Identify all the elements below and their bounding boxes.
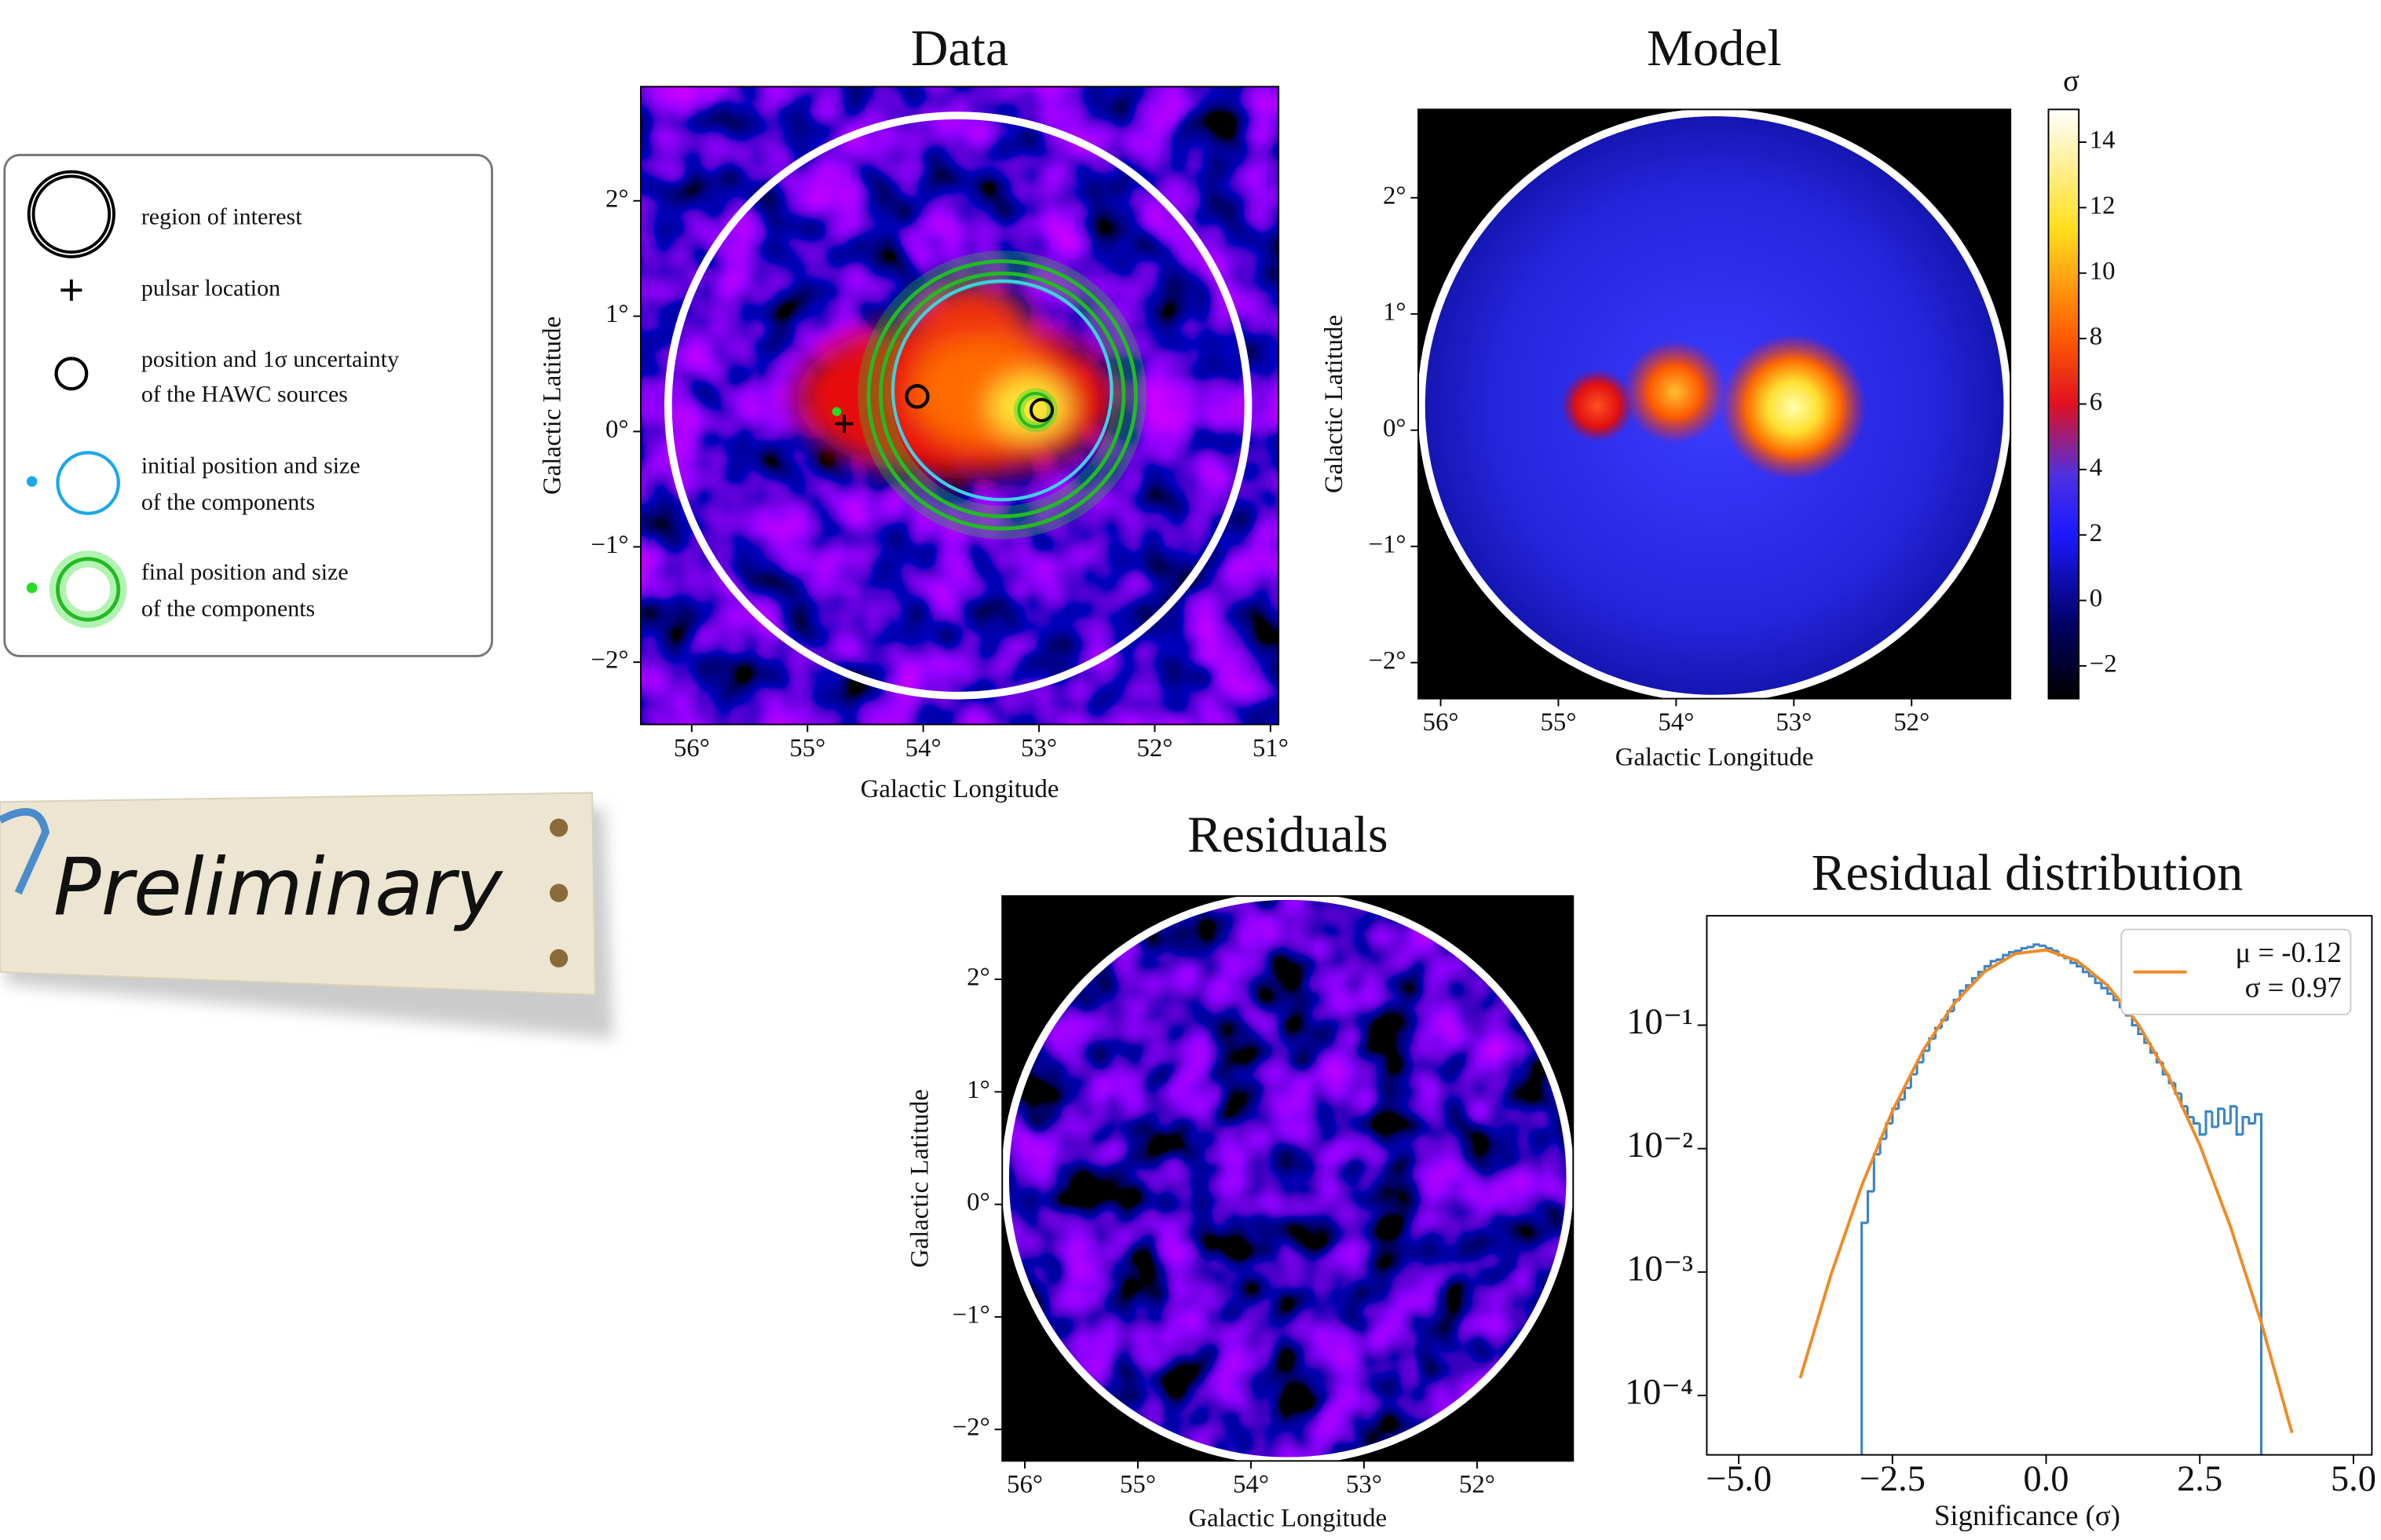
- colorbar-tick-label: 6: [2090, 388, 2102, 416]
- x-tick-label: 54°: [1658, 708, 1694, 737]
- x-axis-label: Significance (σ): [1934, 1499, 2120, 1531]
- map-title: Data: [911, 20, 1008, 77]
- y-tick-label: −2°: [1368, 646, 1406, 675]
- x-tick-label: 56°: [674, 734, 710, 763]
- y-tick-label: 10⁻¹: [1626, 1002, 1693, 1042]
- y-tick-label: 0°: [605, 415, 629, 444]
- legend-text: pulsar location: [141, 275, 280, 301]
- x-tick-label: 53°: [1346, 1471, 1382, 1499]
- x-axis-label: Galactic Longitude: [1188, 1504, 1387, 1532]
- y-tick-label: 0°: [1383, 414, 1406, 442]
- legend-text: of the components: [141, 595, 315, 621]
- chart-title: Residual distribution: [1812, 844, 2244, 902]
- histogram-bin: [1917, 1063, 1923, 1074]
- y-axis-label: Galactic Latitude: [1320, 315, 1348, 493]
- legend-text: initial position and size: [141, 453, 360, 479]
- y-tick-label: 2°: [1383, 181, 1406, 210]
- histogram-bin: [1874, 1154, 1880, 1191]
- colorbar-tick-label: 14: [2090, 126, 2116, 155]
- legend-text: final position and size: [141, 559, 349, 585]
- x-tick-label: 5.0: [2331, 1459, 2376, 1499]
- colorbar-tick-label: 12: [2090, 192, 2116, 220]
- histogram-bin: [2052, 949, 2058, 951]
- residual-map: [1002, 896, 1573, 1461]
- y-tick-label: 2°: [967, 964, 990, 992]
- x-tick-label: 0.0: [2024, 1459, 2069, 1499]
- y-axis-label: Galactic Latitude: [538, 316, 566, 495]
- y-tick-label: −1°: [591, 531, 628, 559]
- legend-text: μ = -0.12: [2235, 936, 2341, 968]
- y-tick-label: 0°: [967, 1188, 990, 1216]
- legend-text: σ = 0.97: [2245, 971, 2342, 1003]
- y-tick-label: −2°: [591, 646, 628, 675]
- histogram-bin: [2021, 949, 2028, 951]
- x-tick-label: 52°: [1136, 734, 1172, 763]
- y-tick-label: 1°: [1383, 298, 1406, 326]
- y-tick-label: −1°: [953, 1300, 990, 1329]
- y-tick-label: 10⁻³: [1626, 1249, 1693, 1289]
- x-axis-label: Galactic Longitude: [861, 775, 1059, 803]
- x-tick-label: 56°: [1007, 1471, 1043, 1499]
- legend-text: of the components: [141, 489, 315, 515]
- figure: region of interest pulsar location posit…: [0, 0, 2381, 1540]
- colorbar-tick-label: 10: [2090, 257, 2116, 285]
- colorbar-tick-label: 0: [2090, 584, 2102, 613]
- stamp-text: Preliminary: [53, 841, 503, 933]
- histogram-bin: [1923, 1051, 1929, 1063]
- legend-text: position and 1σ uncertainty: [141, 346, 399, 372]
- colorbar-label: σ: [2063, 64, 2079, 97]
- x-tick-label: 52°: [1459, 1471, 1495, 1499]
- histogram-bin: [1911, 1074, 1917, 1088]
- legend: region of interest pulsar location posit…: [5, 155, 492, 656]
- stamp: Preliminary: [0, 793, 613, 1039]
- y-tick-label: 2°: [605, 185, 629, 213]
- x-tick-label: 53°: [1776, 708, 1812, 737]
- histogram-bin: [1868, 1191, 1874, 1223]
- histogram-bin: [2188, 1107, 2194, 1118]
- histogram-bin: [2193, 1117, 2200, 1123]
- x-axis-label: Galactic Longitude: [1615, 744, 1814, 772]
- colorbar-tick-label: −2: [2090, 649, 2117, 678]
- x-tick-label: −2.5: [1860, 1459, 1926, 1499]
- x-tick-label: 51°: [1253, 734, 1289, 763]
- x-tick-label: 56°: [1423, 708, 1459, 737]
- legend-text: of the HAWC sources: [141, 382, 348, 408]
- colorbar-tick-label: 2: [2090, 519, 2102, 547]
- data-map: [641, 86, 1278, 724]
- histogram-bin: [1862, 1223, 1868, 1454]
- x-tick-label: 52°: [1893, 708, 1929, 737]
- x-tick-label: 55°: [1120, 1471, 1156, 1499]
- x-tick-label: 54°: [905, 734, 942, 763]
- y-tick-label: 1°: [967, 1076, 990, 1104]
- colorbar-tick-label: 4: [2090, 453, 2102, 481]
- histogram-bin: [2040, 945, 2046, 946]
- y-axis-label: Galactic Latitude: [905, 1089, 934, 1267]
- y-tick-label: 10⁻²: [1626, 1125, 1693, 1165]
- histogram-bin: [2255, 1114, 2262, 1455]
- legend-text: region of interest: [141, 203, 302, 229]
- x-tick-label: 53°: [1021, 734, 1057, 763]
- x-tick-label: 2.5: [2177, 1459, 2222, 1499]
- map-title: Model: [1647, 20, 1782, 77]
- map-title: Residuals: [1187, 807, 1388, 864]
- colorbar: [2049, 109, 2079, 698]
- histogram-bin: [1899, 1099, 1905, 1109]
- histogram-bin: [2046, 946, 2053, 948]
- y-tick-label: −1°: [1368, 530, 1406, 558]
- x-tick-label: −5.0: [1706, 1459, 1772, 1499]
- x-tick-label: 55°: [1540, 708, 1576, 737]
- y-tick-label: 1°: [605, 300, 629, 328]
- y-tick-label: 10⁻⁴: [1625, 1373, 1693, 1413]
- histogram-bin: [1904, 1088, 1911, 1099]
- histogram-bin: [2028, 947, 2034, 949]
- model-map: [1418, 109, 2010, 698]
- y-tick-label: −2°: [953, 1414, 990, 1442]
- x-tick-label: 54°: [1233, 1471, 1269, 1499]
- x-tick-label: 55°: [789, 734, 825, 763]
- colorbar-tick-label: 8: [2090, 323, 2102, 351]
